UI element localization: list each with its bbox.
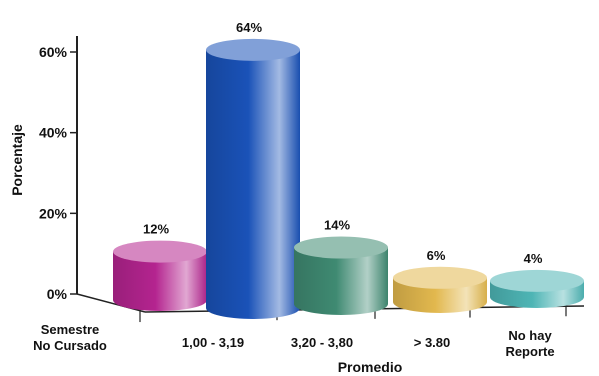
bar [490,269,584,308]
bar-body [206,49,300,319]
x-tick-label: 3,20 - 3,80 [291,335,353,350]
bar-top [490,269,584,292]
bar-top [113,240,207,263]
bar-value-label: 64% [236,20,262,35]
x-tick-label: > 3.80 [414,335,451,350]
y-tick-label: 20% [39,205,68,221]
bar-value-label: 12% [143,222,169,237]
bar-top [393,266,487,289]
y-tick-label: 60% [39,44,68,60]
x-tick-label: No hay Reporte [505,328,554,359]
y-axis-title: Porcentaje [9,124,25,196]
bar [113,240,207,311]
x-tick-label: Semestre No Cursado [33,322,107,353]
bar-value-label: 14% [324,218,350,233]
x-tick-label: 1,00 - 3,19 [182,335,244,350]
bar-value-label: 6% [427,248,446,263]
bar-top [294,236,388,259]
bar-body [294,247,388,315]
y-tick-label: 0% [47,286,68,302]
bar [393,266,487,313]
bar [206,38,300,319]
bar [294,236,388,315]
bar-body [113,251,207,311]
bar-value-label: 4% [524,251,543,266]
y-tick-label: 40% [39,125,68,141]
bar-top [206,38,300,61]
bars [113,38,584,319]
labels: 0% 20% 40% 60% Porcentaje Promedio 12% 64% 14% 6%… [9,20,555,375]
x-axis-title: Promedio [338,359,403,375]
